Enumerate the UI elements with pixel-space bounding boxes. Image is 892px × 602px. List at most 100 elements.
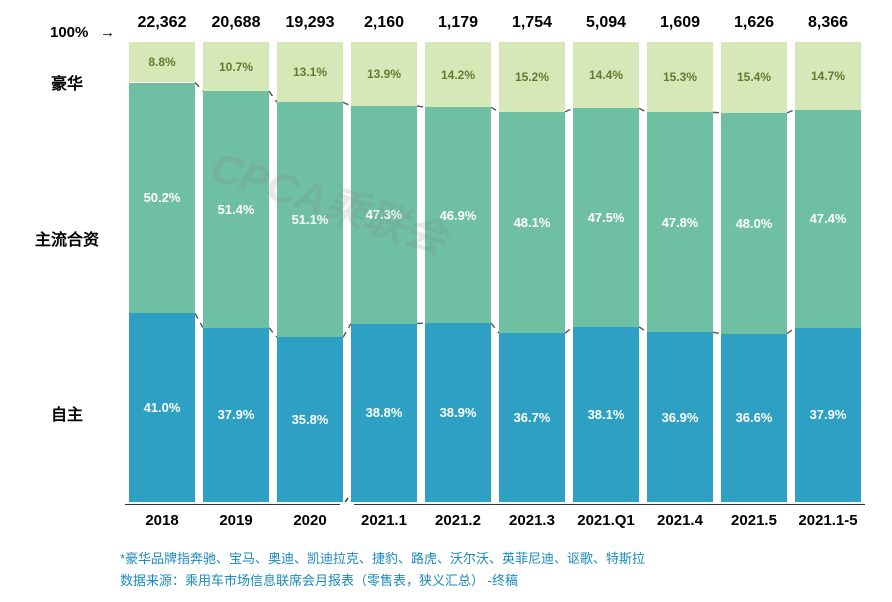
chart-container: 100% → 豪华主流合资自主 41.0% 50.2% 8.8% 22,362 2018… <box>0 0 892 602</box>
y-axis-100pct-label: 100% <box>50 24 88 41</box>
segment-luxury: 13.9% <box>351 42 417 106</box>
x-category-label: 2018 <box>145 512 178 529</box>
trend-connector <box>639 327 647 333</box>
bar-group: 37.9%47.4%14.7%8,3662021.1-5 <box>795 42 861 502</box>
bar-total: 19,293 <box>286 14 335 32</box>
segment-value-own: 36.6% <box>736 410 773 425</box>
segment-own: 38.9% <box>425 323 491 502</box>
trend-connector <box>343 102 351 106</box>
bar-group: 36.7%48.1%15.2%1,7542021.3 <box>499 42 565 502</box>
segment-value-own: 38.9% <box>440 405 477 420</box>
bar-total: 22,362 <box>138 14 187 32</box>
segment-own: 36.7% <box>499 333 565 502</box>
x-category-label: 2021.4 <box>657 512 703 529</box>
segment-jv: 47.8% <box>647 112 713 332</box>
axis-break-gap <box>340 503 354 506</box>
y-axis-arrow-icon: → <box>100 24 115 41</box>
trend-connector <box>195 313 203 327</box>
segment-own: 38.8% <box>351 324 417 502</box>
segment-value-jv: 46.9% <box>440 208 477 223</box>
segment-own: 36.9% <box>647 332 713 502</box>
segment-luxury: 15.4% <box>721 42 787 113</box>
segment-value-jv: 51.1% <box>292 212 329 227</box>
segment-luxury: 8.8% <box>129 42 195 82</box>
segment-value-own: 37.9% <box>218 407 255 422</box>
plot-area: 41.0%50.2%8.8%22,362201837.9%51.4%10.7%2… <box>125 42 865 502</box>
series-label-luxury: 豪华 <box>51 70 83 94</box>
series-label-own: 自主 <box>51 401 83 425</box>
segment-own: 41.0% <box>129 313 195 502</box>
trend-connector <box>417 106 425 107</box>
segment-value-jv: 47.8% <box>662 215 699 230</box>
segment-value-own: 38.1% <box>588 407 625 422</box>
segment-jv: 47.4% <box>795 110 861 328</box>
segment-value-own: 41.0% <box>144 400 181 415</box>
x-category-label: 2021.1 <box>361 512 407 529</box>
segment-value-own: 37.9% <box>810 407 847 422</box>
bar-group: 38.9%46.9%14.2%1,1792021.2 <box>425 42 491 502</box>
segment-value-jv: 50.2% <box>144 190 181 205</box>
bar-total: 20,688 <box>212 14 261 32</box>
segment-jv: 51.4% <box>203 91 269 327</box>
bar-group: 38.8%47.3%13.9%2,1602021.1 <box>351 42 417 502</box>
segment-jv: 46.9% <box>425 107 491 323</box>
series-label-jv: 主流合资 <box>35 226 99 250</box>
trend-connector <box>269 328 277 338</box>
bar-group: 38.1%47.5%14.4%5,0942021.Q1 <box>573 42 639 502</box>
bar-total: 1,179 <box>438 14 478 32</box>
trend-connector <box>343 324 351 338</box>
bar-total: 2,160 <box>364 14 404 32</box>
trend-connector <box>787 110 795 113</box>
segment-value-luxury: 15.3% <box>663 70 697 84</box>
segment-jv: 47.5% <box>573 108 639 327</box>
bar-total: 1,626 <box>734 14 774 32</box>
bar-total: 1,609 <box>660 14 700 32</box>
bar-group: 41.0%50.2%8.8%22,3622018 <box>129 42 195 502</box>
segment-luxury: 14.2% <box>425 42 491 107</box>
segment-value-own: 36.9% <box>662 410 699 425</box>
segment-value-jv: 48.1% <box>514 215 551 230</box>
segment-value-luxury: 13.1% <box>293 65 327 79</box>
trend-connector <box>491 107 499 112</box>
segment-own: 38.1% <box>573 327 639 502</box>
segment-luxury: 13.1% <box>277 42 343 102</box>
footnote-line: 数据来源：乘用车市场信息联席会月报表（零售表，狭义汇总） -终稿 <box>120 570 518 589</box>
segment-value-luxury: 14.2% <box>441 68 475 82</box>
segment-value-jv: 51.4% <box>218 202 255 217</box>
trend-connector <box>565 108 573 112</box>
trend-connector <box>195 82 203 91</box>
x-axis-line <box>125 504 865 505</box>
segment-jv: 48.0% <box>721 113 787 334</box>
segment-jv: 48.1% <box>499 112 565 333</box>
x-category-label: 2021.Q1 <box>577 512 635 529</box>
x-category-label: 2019 <box>219 512 252 529</box>
bar-group: 35.8%51.1%13.1%19,2932020 <box>277 42 343 502</box>
segment-jv: 51.1% <box>277 102 343 337</box>
segment-value-own: 36.7% <box>514 410 551 425</box>
segment-value-luxury: 14.4% <box>589 68 623 82</box>
segment-value-luxury: 8.8% <box>148 55 175 69</box>
segment-value-jv: 47.3% <box>366 207 403 222</box>
trend-connector <box>269 91 277 102</box>
segment-own: 37.9% <box>795 328 861 502</box>
segment-own: 35.8% <box>277 337 343 502</box>
segment-value-luxury: 10.7% <box>219 60 253 74</box>
x-category-label: 2021.1-5 <box>798 512 857 529</box>
segment-luxury: 15.2% <box>499 42 565 112</box>
segment-value-own: 35.8% <box>292 412 329 427</box>
footnote-line: *豪华品牌指奔驰、宝马、奥迪、凯迪拉克、捷豹、路虎、沃尔沃、英菲尼迪、讴歌、特斯… <box>120 548 645 567</box>
x-category-label: 2021.3 <box>509 512 555 529</box>
segment-value-jv: 48.0% <box>736 216 773 231</box>
bar-total: 5,094 <box>586 14 626 32</box>
x-category-label: 2021.5 <box>731 512 777 529</box>
trend-connector <box>491 323 499 333</box>
trend-connector <box>639 108 647 112</box>
bar-total: 8,366 <box>808 14 848 32</box>
segment-value-jv: 47.4% <box>810 211 847 226</box>
segment-own: 36.6% <box>721 334 787 502</box>
trend-connector <box>787 328 795 334</box>
trend-connector <box>565 327 573 333</box>
bar-total: 1,754 <box>512 14 552 32</box>
segment-luxury: 10.7% <box>203 42 269 91</box>
segment-value-luxury: 14.7% <box>811 69 845 83</box>
